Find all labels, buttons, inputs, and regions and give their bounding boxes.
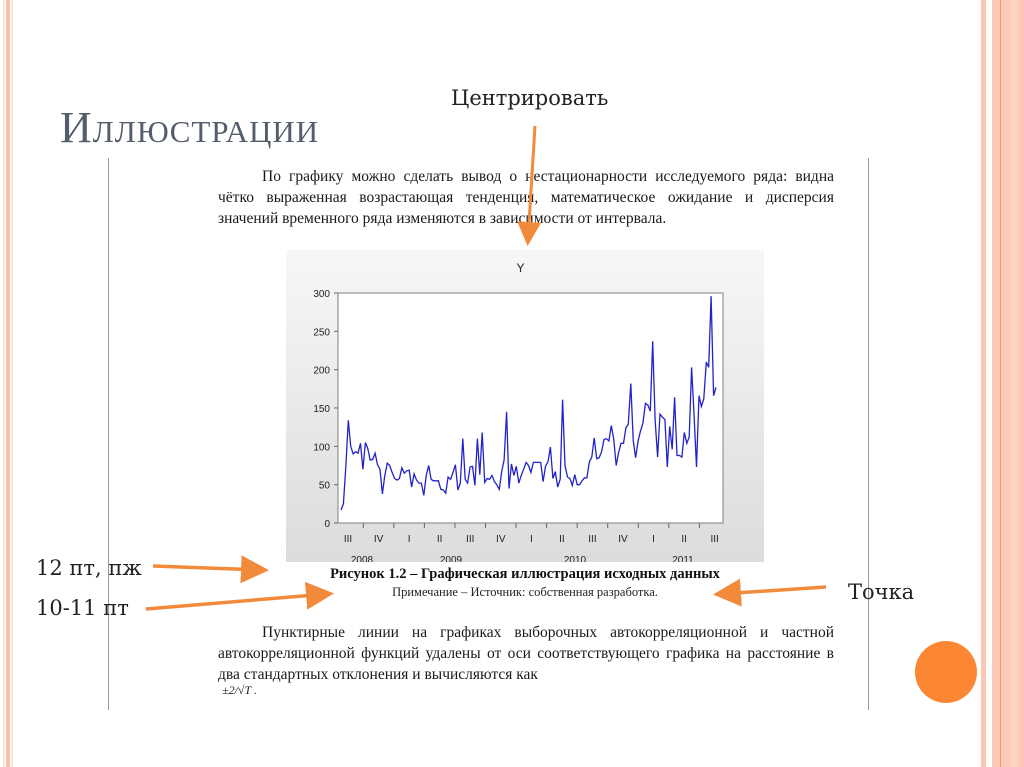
paragraph-2-text: Пунктирные линии на графиках выборочных … — [218, 624, 834, 683]
svg-text:III: III — [710, 534, 718, 545]
annotation-center: Центрировать — [451, 86, 609, 110]
svg-text:III: III — [466, 534, 474, 545]
decorative-stripe-left — [11, 0, 13, 767]
svg-text:2009: 2009 — [440, 555, 463, 562]
decorative-stripe-left — [6, 0, 10, 767]
document-paragraph-1: По графику можно сделать вывод о нестаци… — [218, 166, 834, 229]
svg-text:III: III — [344, 534, 352, 545]
svg-text:I: I — [530, 534, 533, 545]
document-paragraph-2: Пунктирные линии на графиках выборочных … — [218, 622, 834, 685]
paragraph-1-text: По графику можно сделать вывод о нестаци… — [218, 168, 834, 227]
svg-text:IV: IV — [374, 534, 384, 545]
svg-text:50: 50 — [319, 481, 331, 492]
annotation-period: Точка — [848, 580, 915, 604]
svg-text:250: 250 — [313, 327, 330, 338]
slide-title: Иллюстрации — [60, 103, 320, 152]
svg-text:II: II — [559, 534, 565, 545]
svg-text:I: I — [408, 534, 411, 545]
formula: ±2/√T . — [222, 683, 257, 697]
page-margin-line-right — [868, 158, 869, 710]
decorative-circle — [915, 641, 977, 703]
svg-text:II: II — [681, 534, 687, 545]
svg-text:IV: IV — [618, 534, 628, 545]
svg-text:I: I — [652, 534, 655, 545]
svg-text:0: 0 — [324, 519, 330, 530]
svg-text:Y: Y — [516, 261, 524, 275]
svg-text:2010: 2010 — [564, 555, 587, 562]
arrow-right-icon — [152, 555, 269, 584]
svg-text:III: III — [588, 534, 596, 545]
figure-note: Примечание – Источник: собственная разра… — [392, 585, 658, 599]
page-margin-line-left — [108, 158, 109, 710]
decorative-stripe-right — [1010, 0, 1018, 767]
figure-caption: Рисунок 1.2 – Графическая иллюстрация ис… — [330, 566, 720, 582]
decorative-stripe-right — [981, 0, 986, 767]
svg-text:100: 100 — [313, 442, 330, 453]
decorative-stripe-right — [1000, 0, 1001, 767]
svg-text:200: 200 — [313, 366, 330, 377]
svg-text:300: 300 — [313, 289, 330, 300]
svg-text:2011: 2011 — [672, 555, 694, 562]
annotation-note-font: 10-11 пт — [36, 596, 129, 620]
svg-text:IV: IV — [496, 534, 506, 545]
svg-text:2008: 2008 — [351, 555, 374, 562]
svg-text:II: II — [437, 534, 443, 545]
decorative-stripe-right — [992, 0, 1024, 767]
decorative-stripe-left — [3, 0, 5, 767]
svg-text:150: 150 — [313, 404, 330, 415]
line-chart: Y 0 50 100 150 200 250 300 III IV I II III IV I II III IV… — [286, 250, 764, 562]
annotation-caption-font: 12 пт, пж — [36, 556, 142, 580]
